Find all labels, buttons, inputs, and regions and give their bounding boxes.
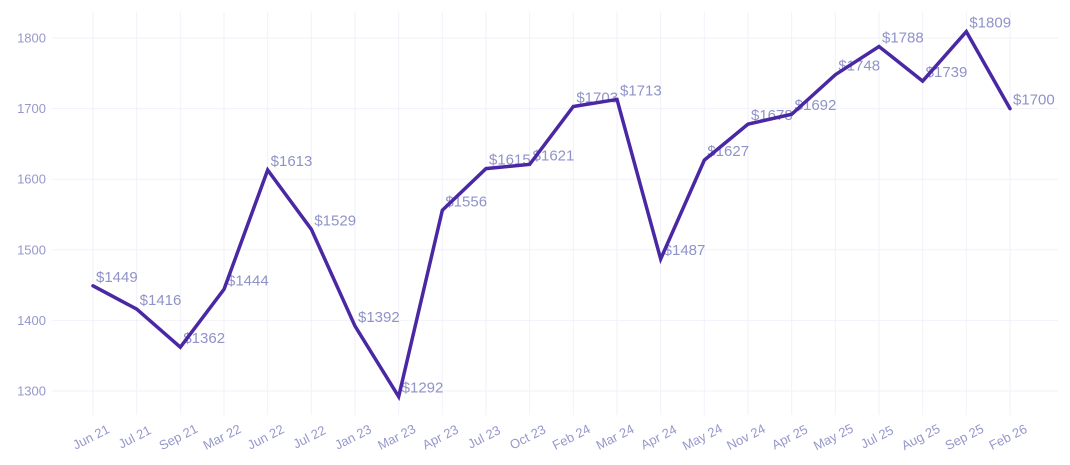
x-axis-tick-label: Sep 25 — [943, 421, 987, 453]
x-axis-tick-label: Feb 24 — [550, 421, 593, 453]
x-axis-tick-label: Mar 22 — [201, 421, 244, 453]
x-axis-tick-label: Jul 25 — [858, 422, 896, 451]
y-axis-tick-label: 1700 — [17, 101, 46, 116]
y-axis-tick-label: 1800 — [17, 31, 46, 46]
x-axis-tick-label: May 25 — [811, 421, 856, 454]
data-point-label: $1621 — [533, 147, 575, 164]
x-axis-tick-label: Jul 22 — [290, 422, 328, 451]
x-axis-tick-label: Jun 21 — [70, 421, 112, 452]
x-axis-tick-label: Apr 23 — [420, 422, 461, 453]
x-axis-tick-label: Aug 25 — [899, 421, 943, 453]
data-point-label: $1487 — [664, 242, 706, 259]
x-axis-tick-label: Jan 23 — [332, 421, 374, 452]
data-point-label: $1748 — [838, 58, 880, 75]
x-axis-tick-label: Mar 23 — [375, 421, 418, 453]
data-point-label: $1713 — [620, 82, 662, 99]
x-axis-tick-label: Jul 23 — [465, 422, 503, 451]
x-axis-tick-label: Apr 24 — [638, 422, 679, 453]
data-point-label: $1416 — [140, 292, 182, 309]
y-axis-tick-label: 1500 — [17, 242, 46, 257]
x-axis-tick-label: Jul 21 — [116, 422, 154, 451]
data-point-label: $1529 — [314, 212, 356, 229]
x-axis-tick-label: May 24 — [680, 421, 725, 454]
data-point-label: $1788 — [882, 29, 924, 46]
data-point-label: $1809 — [969, 15, 1011, 32]
data-point-label: $1700 — [1013, 92, 1055, 109]
data-point-label: $1392 — [358, 309, 400, 326]
x-axis-tick-label: Mar 24 — [594, 421, 637, 453]
data-point-label: $1292 — [402, 380, 444, 397]
data-point-label: $1444 — [227, 272, 269, 289]
price-series-line — [91, 28, 1012, 402]
data-point-label: $1362 — [183, 330, 225, 347]
y-axis-tick-label: 1400 — [17, 313, 46, 328]
y-axis-tick-label: 1600 — [17, 172, 46, 187]
x-axis-tick-label: Apr 25 — [769, 422, 810, 453]
x-axis-tick-label: Nov 24 — [724, 421, 768, 453]
x-axis-tick-label: Sep 21 — [157, 421, 201, 453]
data-point-label: $1613 — [271, 153, 313, 170]
x-axis-tick-label: Oct 23 — [507, 422, 548, 453]
y-axis-tick-label: 1300 — [17, 384, 46, 399]
x-axis-tick-label: Jun 22 — [245, 421, 287, 452]
data-point-label: $1449 — [96, 269, 138, 286]
x-axis-tick-label: Feb 26 — [987, 421, 1030, 453]
